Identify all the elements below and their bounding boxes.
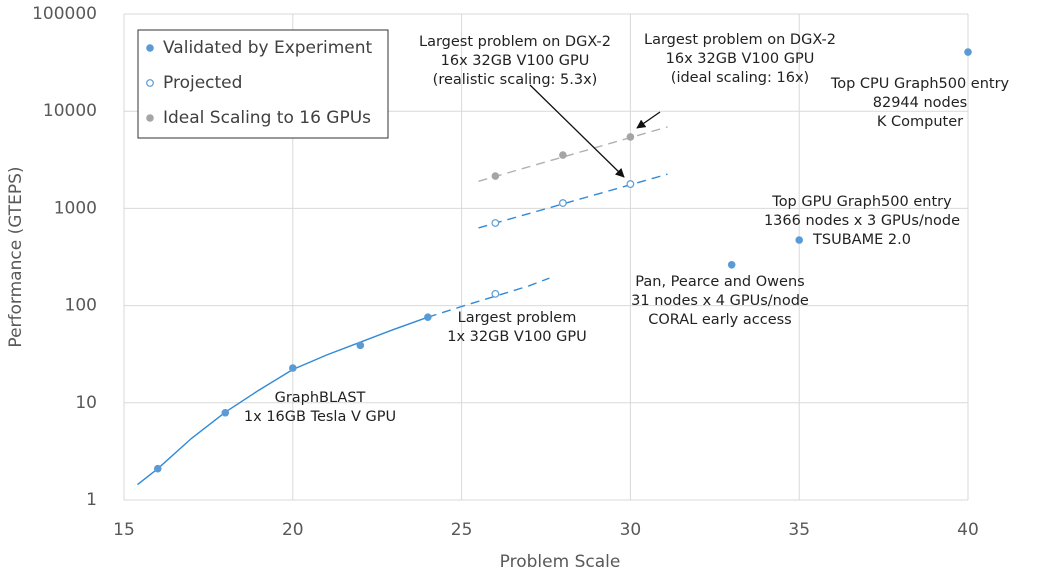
x-tick-label: 20: [282, 520, 304, 540]
point: [626, 133, 635, 141]
y-axis-label: Performance (GTEPS): [6, 166, 26, 347]
x-tick-label: 30: [620, 520, 642, 540]
y-tick-label: 100: [65, 296, 97, 316]
x-axis-label: Problem Scale: [500, 552, 621, 572]
trendline: [478, 126, 668, 182]
point: [964, 48, 972, 56]
x-tick-label: 15: [113, 520, 135, 540]
legend-marker: [146, 79, 154, 87]
annotation: TSUBAME 2.0: [812, 232, 911, 248]
point: [491, 289, 500, 298]
annotation: 16x 32GB V100 GPU: [441, 53, 590, 69]
points: [153, 48, 972, 473]
point: [727, 260, 736, 269]
legend-label: Validated by Experiment: [163, 38, 373, 58]
annotation: K Computer: [877, 114, 963, 130]
legend-marker: [146, 44, 154, 52]
point: [289, 364, 297, 372]
y-tick-label: 10: [75, 393, 97, 413]
annotation: 16x 32GB V100 GPU: [666, 51, 815, 67]
arrow: [636, 111, 661, 129]
trendline: [427, 277, 550, 318]
y-tick-label: 100000: [32, 4, 97, 24]
point: [424, 313, 432, 321]
trendline: [137, 316, 429, 486]
annotation: Largest problem on DGX-2: [644, 32, 836, 48]
annotation: Largest problem: [458, 310, 577, 326]
annotation: (realistic scaling: 5.3x): [433, 72, 598, 88]
legend-box: [137, 29, 389, 139]
point: [356, 341, 365, 350]
annotation: Top CPU Graph500 entry: [830, 76, 1010, 92]
annotation: Top GPU Graph500 entry: [771, 194, 952, 210]
annotation: 31 nodes x 4 GPUs/node: [631, 293, 809, 309]
annotation: GraphBLAST: [275, 390, 366, 406]
legend: Validated by Experiment Projected Ideal Sc…: [146, 38, 373, 128]
annotation: 1x 32GB V100 GPU: [447, 329, 586, 345]
annotation: Largest problem on DGX-2: [419, 34, 611, 50]
y-tick-label: 10000: [43, 101, 97, 121]
arrow: [529, 84, 625, 178]
annotation: 82944 nodes: [873, 95, 967, 111]
x-tick-label: 25: [451, 520, 473, 540]
y-tick-label: 1000: [54, 198, 97, 218]
annotation: Pan, Pearce and Owens: [635, 274, 804, 290]
legend-marker: [146, 114, 154, 122]
point: [221, 408, 230, 417]
point: [558, 199, 567, 207]
legend-label: Ideal Scaling to 16 GPUs: [163, 108, 371, 128]
y-tick-label: 1: [86, 490, 97, 510]
legend-label: Projected: [163, 73, 242, 93]
trendline: [478, 173, 668, 229]
point: [153, 464, 162, 473]
point: [491, 172, 500, 180]
annotation: 1366 nodes x 3 GPUs/node: [764, 213, 960, 229]
x-tick-label: 35: [788, 520, 810, 540]
annotations: GraphBLAST 1x 16GB Tesla V GPU Largest pro…: [244, 32, 1010, 425]
x-tick-label: 40: [957, 520, 979, 540]
trendlines: [137, 126, 668, 486]
annotation: (ideal scaling: 16x): [671, 70, 809, 86]
annotation: CORAL early access: [648, 312, 791, 328]
point: [491, 219, 500, 227]
point: [795, 236, 803, 244]
point: [626, 180, 635, 188]
annotation: 1x 16GB Tesla V GPU: [244, 409, 396, 425]
point: [559, 151, 567, 159]
